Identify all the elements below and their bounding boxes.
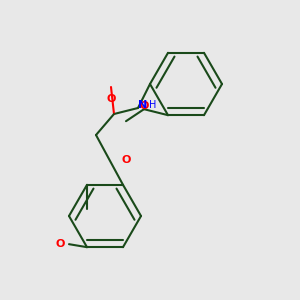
Text: O: O — [55, 239, 65, 249]
Text: O: O — [121, 155, 131, 165]
Text: H: H — [149, 100, 157, 110]
Text: O: O — [139, 101, 149, 111]
Text: N: N — [138, 100, 147, 110]
Text: O: O — [106, 94, 116, 104]
